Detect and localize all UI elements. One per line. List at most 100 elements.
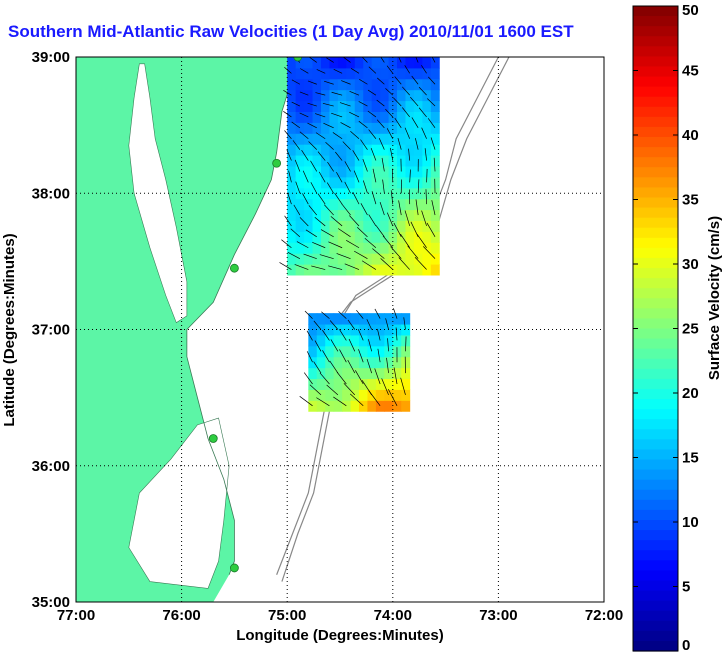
- velocity-arrow: [341, 80, 351, 85]
- y-tick-label: 38:00: [32, 185, 70, 202]
- velocity-cell: [308, 389, 318, 401]
- velocity-cell: [392, 378, 402, 390]
- velocity-arrow: [403, 317, 406, 330]
- velocity-cell: [346, 67, 356, 80]
- velocity-cell: [388, 78, 398, 91]
- velocity-cell: [320, 57, 330, 58]
- colorbar-band: [633, 268, 678, 279]
- velocity-cell: [413, 220, 423, 232]
- velocity-arrow: [405, 336, 407, 352]
- colorbar-band: [633, 247, 678, 259]
- velocity-cell: [422, 57, 432, 58]
- velocity-cell: [350, 400, 360, 412]
- velocity-arrow: [332, 132, 343, 140]
- velocity-cell: [413, 144, 423, 156]
- velocity-arrow: [315, 132, 326, 140]
- velocity-arrow: [344, 161, 351, 172]
- colorbar-band: [633, 530, 678, 541]
- velocity-arrow: [353, 250, 368, 259]
- velocity-cell: [397, 264, 406, 276]
- colorbar-band: [633, 368, 678, 380]
- velocity-cell: [287, 242, 297, 254]
- velocity-cell: [346, 242, 356, 254]
- colorbar-band: [633, 36, 678, 47]
- velocity-cell: [295, 122, 305, 134]
- velocity-cell: [371, 111, 381, 123]
- velocity-cell: [397, 220, 406, 232]
- velocity-cell: [346, 220, 356, 232]
- velocity-cell: [337, 253, 347, 265]
- velocity-cell: [371, 220, 381, 232]
- velocity-cell: [371, 242, 381, 254]
- velocity-cell: [354, 57, 364, 69]
- velocity-cell: [380, 264, 390, 276]
- velocity-cell: [380, 57, 390, 58]
- velocity-cell: [329, 253, 339, 265]
- velocity-cell: [346, 231, 356, 243]
- velocity-cell: [397, 166, 406, 178]
- velocity-cell: [367, 334, 377, 347]
- colorbar-band: [633, 509, 678, 521]
- velocity-arrow: [306, 351, 313, 363]
- velocity-cell: [388, 198, 398, 211]
- velocity-cell: [287, 100, 297, 112]
- velocity-arrow: [390, 246, 402, 259]
- velocity-arrow: [368, 214, 377, 227]
- velocity-arrow: [314, 340, 322, 352]
- velocity-cell: [337, 57, 347, 69]
- velocity-arrow: [347, 359, 356, 374]
- velocity-arrow: [291, 101, 301, 107]
- velocity-cell: [371, 264, 381, 276]
- velocity-cell: [329, 187, 339, 200]
- velocity-cell: [375, 367, 385, 380]
- velocity-cell: [342, 345, 352, 358]
- velocity-arrow: [376, 99, 385, 107]
- velocity-cell: [371, 67, 381, 80]
- velocity-cell: [413, 57, 423, 69]
- velocity-arrow: [284, 130, 292, 139]
- velocity-cell: [430, 78, 440, 91]
- velocity-arrow: [393, 222, 402, 238]
- velocity-cell: [397, 111, 406, 123]
- colorbar-band: [633, 237, 678, 249]
- velocity-cell: [320, 198, 330, 211]
- velocity-arrow: [350, 130, 360, 140]
- velocity-cell: [405, 57, 415, 69]
- velocity-cell: [346, 264, 356, 276]
- velocity-cell: [380, 253, 390, 265]
- velocity-cell: [346, 166, 356, 178]
- colorbar-band: [633, 227, 678, 239]
- velocity-cell: [329, 166, 339, 178]
- velocity-cell: [405, 122, 415, 134]
- x-tick-label: 74:00: [374, 607, 412, 624]
- velocity-cell: [320, 89, 330, 102]
- velocity-cell: [413, 78, 423, 91]
- velocity-cell: [405, 57, 415, 58]
- velocity-cell: [329, 220, 339, 232]
- velocity-arrow: [328, 265, 343, 270]
- velocity-arrow: [356, 226, 368, 238]
- velocity-cell: [422, 253, 432, 265]
- velocity-arrow: [291, 79, 301, 85]
- velocity-arrow: [379, 202, 385, 216]
- velocity-arrow: [326, 57, 334, 63]
- velocity-arrow: [417, 179, 420, 194]
- velocity-cell: [329, 89, 339, 102]
- velocity-cell: [363, 166, 373, 178]
- velocity-arrow: [329, 360, 339, 374]
- velocity-arrow: [324, 80, 334, 85]
- velocity-cell: [367, 356, 377, 369]
- velocity-cell: [295, 100, 305, 112]
- velocity-arrow: [427, 98, 436, 107]
- x-tick-label: 77:00: [57, 607, 95, 624]
- velocity-arrow: [359, 79, 368, 85]
- velocity-cell: [337, 133, 347, 145]
- velocity-arrow: [381, 378, 389, 396]
- velocity-cell: [312, 220, 322, 232]
- velocity-cell: [388, 176, 398, 189]
- velocity-arrow: [361, 260, 377, 270]
- velocity-cell: [371, 57, 381, 58]
- velocity-cell: [320, 155, 330, 167]
- velocity-arrow: [385, 88, 394, 96]
- map-title: Southern Mid-Atlantic Raw Velocities (1 …: [8, 22, 574, 41]
